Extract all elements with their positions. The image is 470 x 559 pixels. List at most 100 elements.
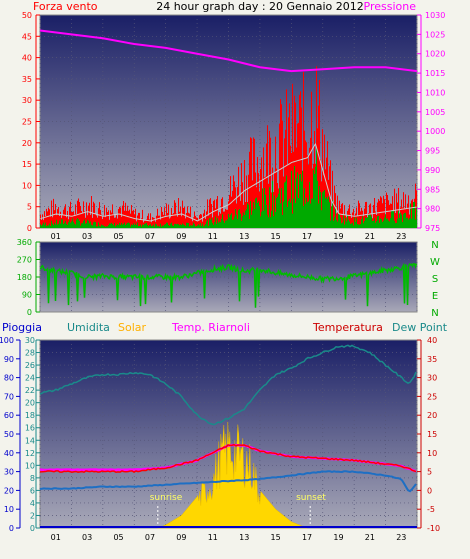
x-tick-label: 05 [113, 232, 123, 241]
left-tick-label: 25 [22, 118, 32, 127]
direction-tick-label: 0 [27, 308, 32, 317]
temperature-tick-label: 20 [427, 411, 437, 420]
x-tick-label: 01 [51, 533, 61, 542]
right-tick-label: 1015 [425, 69, 445, 78]
x-tick-label: 07 [145, 232, 155, 241]
right-tick-label: 995 [425, 147, 440, 156]
compass-label: W [430, 257, 440, 268]
right-tick-label: 980 [425, 205, 440, 214]
rain-tick-label: 50 [4, 430, 14, 439]
humidity-tick-label: 24 [25, 374, 35, 383]
pressure-line [39, 29, 418, 73]
rain-tick-label: 0 [9, 524, 14, 533]
left-tick-label: 50 [22, 11, 32, 20]
direction-tick-label: 270 [17, 256, 32, 265]
rain-tick-label: 10 [4, 505, 14, 514]
humidity-tick-label: 16 [25, 424, 35, 433]
x-tick-label: 21 [365, 533, 375, 542]
x-tick-label: 23 [396, 533, 406, 542]
x-tick-label: 15 [271, 533, 281, 542]
rain-tick-label: 100 [0, 336, 14, 345]
humidity-tick-label: 22 [25, 386, 35, 395]
right-tick-label: 975 [425, 224, 440, 233]
humidity-tick-label: 30 [25, 336, 35, 345]
left-tick-label: 5 [27, 203, 32, 212]
legend-humidity: Umidita [67, 321, 110, 334]
temperature-tick-label: 5 [427, 468, 432, 477]
right-tick-label: 1010 [425, 88, 445, 97]
temperature-tick-label: 10 [427, 449, 437, 458]
legend-rain: Pioggia [2, 321, 42, 334]
legend-solar: Solar [118, 321, 147, 334]
x-tick-label: 07 [145, 533, 155, 542]
rain-tick-label: 30 [4, 468, 14, 477]
temperature-line [39, 443, 417, 474]
humidity-tick-label: 10 [25, 461, 35, 470]
x-tick-label: 17 [302, 533, 312, 542]
temperature-tick-label: 15 [427, 430, 437, 439]
panel1-right-label: Pressione [364, 0, 417, 13]
x-tick-label: 19 [333, 232, 343, 241]
x-tick-label: 11 [208, 232, 218, 241]
temperature-tick-label: 0 [427, 486, 432, 495]
x-tick-label: 13 [239, 232, 249, 241]
x-tick-label: 03 [82, 533, 92, 542]
humidity-tick-label: 6 [30, 486, 35, 495]
direction-tick-label: 90 [22, 291, 32, 300]
humidity-tick-label: 8 [30, 474, 35, 483]
x-tick-label: 11 [208, 533, 218, 542]
rain-tick-label: 20 [4, 486, 14, 495]
humidity-tick-label: 14 [25, 436, 35, 445]
humidity-line [39, 344, 417, 426]
temperature-tick-label: 40 [427, 336, 437, 345]
left-tick-label: 40 [22, 54, 32, 63]
left-tick-label: 45 [22, 32, 32, 41]
wind-average-line [40, 142, 417, 222]
right-tick-label: 1000 [425, 127, 445, 136]
right-tick-label: 1005 [425, 108, 445, 117]
humidity-tick-label: 12 [25, 449, 35, 458]
left-tick-label: 35 [22, 75, 32, 84]
x-tick-label: 23 [396, 232, 406, 241]
x-tick-label: 03 [82, 232, 92, 241]
compass-label: S [432, 274, 438, 285]
humidity-tick-label: 2 [30, 511, 35, 520]
legend-temperature: Temperatura [312, 321, 383, 334]
dew-point-line [39, 470, 417, 493]
compass-label: E [432, 291, 438, 302]
legend-wind-chill: Temp. Riarnoli [171, 321, 250, 334]
left-tick-label: 20 [22, 139, 32, 148]
compass-label: N [431, 308, 438, 319]
x-tick-label: 13 [239, 533, 249, 542]
x-tick-label: 17 [302, 232, 312, 241]
x-tick-label: 05 [113, 533, 123, 542]
right-tick-label: 985 [425, 185, 440, 194]
sunrise-label: sunrise [150, 493, 183, 503]
humidity-tick-label: 4 [30, 499, 35, 508]
left-tick-label: 15 [22, 160, 32, 169]
humidity-tick-label: 28 [25, 349, 35, 358]
rain-tick-label: 80 [4, 374, 14, 383]
rain-tick-label: 60 [4, 411, 14, 420]
x-tick-label: 01 [51, 232, 61, 241]
rain-tick-label: 90 [4, 355, 14, 364]
wind-gust-series [40, 148, 417, 228]
left-tick-label: 30 [22, 96, 32, 105]
wind-direction-line [39, 262, 418, 308]
compass-label: N [431, 240, 438, 251]
right-tick-label: 1025 [425, 30, 445, 39]
panel1-left-label: Forza vento [33, 0, 98, 13]
panel1-title: 24 hour graph day : 20 Gennaio 2012 [156, 0, 364, 13]
humidity-tick-label: 18 [25, 411, 35, 420]
right-tick-label: 990 [425, 166, 440, 175]
temperature-tick-label: 30 [427, 374, 437, 383]
rain-tick-label: 40 [4, 449, 14, 458]
rain-tick-label: 70 [4, 392, 14, 401]
left-tick-label: 10 [22, 181, 32, 190]
x-tick-label: 21 [365, 232, 375, 241]
temperature-tick-label: 25 [427, 392, 437, 401]
x-tick-label: 19 [333, 533, 343, 542]
left-tick-label: 0 [27, 224, 32, 233]
x-tick-label: 09 [176, 533, 186, 542]
